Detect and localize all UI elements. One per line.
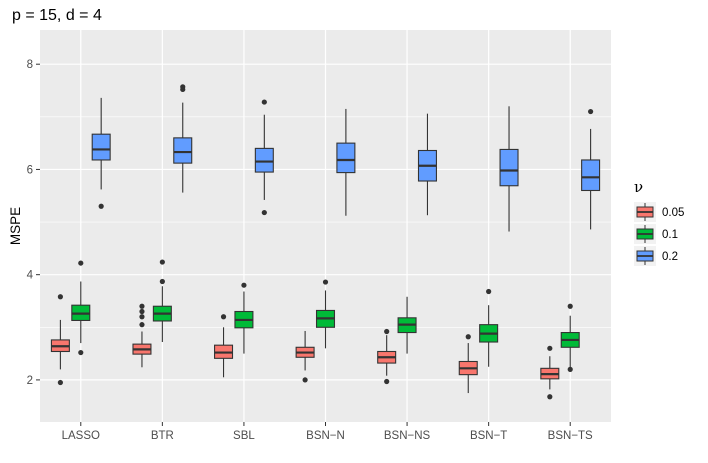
legend-key-0.1 xyxy=(634,224,656,244)
box-SBL-0.05 xyxy=(214,314,234,378)
outlier-point xyxy=(220,314,227,320)
box-BSN−T-0.2 xyxy=(499,106,519,232)
x-tick-label: BSN−TS xyxy=(548,430,593,442)
legend-label: 0.05 xyxy=(662,207,684,219)
outlier-point xyxy=(567,303,573,309)
box-BSN−N-0.1 xyxy=(315,279,336,349)
x-axis: LASSO BTR SBL BSN−N BSN−NS BSN−T BSN−TS xyxy=(62,422,593,442)
y-tick-label: 2 xyxy=(27,375,33,387)
outlier-point xyxy=(486,288,492,295)
box-BSN−N-0.2 xyxy=(336,108,356,216)
outlier-point xyxy=(547,394,553,400)
legend-key-0.05 xyxy=(634,202,656,222)
outlier-point xyxy=(241,282,247,288)
box-BSN−NS-0.1 xyxy=(397,296,417,354)
outlier-point xyxy=(261,209,267,216)
outlier-point xyxy=(139,303,145,309)
box-BTR-0.2 xyxy=(173,84,193,193)
box-BSN−T-0.1 xyxy=(479,288,499,367)
box-SBL-0.1 xyxy=(234,282,254,354)
box-iqr xyxy=(581,159,601,192)
outlier-point xyxy=(567,366,573,372)
box-BSN−T-0.05 xyxy=(458,334,478,394)
x-tick-label: BSN−T xyxy=(470,430,507,442)
outlier-point xyxy=(159,259,165,265)
y-tick-label: 8 xyxy=(27,59,33,71)
outlier-point xyxy=(139,314,145,320)
box-BSN−NS-0.05 xyxy=(377,328,397,385)
box-BSN−N-0.05 xyxy=(295,330,315,383)
legend-label: 0.2 xyxy=(662,251,678,263)
outlier-point xyxy=(302,377,308,383)
y-tick-label: 4 xyxy=(27,270,34,282)
box-LASSO-0.2 xyxy=(91,97,111,209)
chart-title: p = 15, d = 4 xyxy=(12,7,102,24)
x-tick-label: BSN−NS xyxy=(384,430,431,442)
outlier-point xyxy=(78,260,84,266)
legend-title: ν xyxy=(634,178,643,196)
legend: ν 0.05 0.1 0.2 xyxy=(634,178,684,266)
box-iqr xyxy=(254,147,274,173)
box-LASSO-0.05 xyxy=(50,294,70,386)
x-tick-label: BSN−N xyxy=(306,430,345,442)
y-tick-label: 6 xyxy=(27,164,33,176)
box-LASSO-0.1 xyxy=(71,260,91,356)
box-BTR-0.1 xyxy=(152,259,172,343)
legend-label: 0.1 xyxy=(662,229,678,241)
outlier-point xyxy=(139,322,145,328)
x-tick-label: LASSO xyxy=(62,430,100,442)
outlier-point xyxy=(384,328,390,335)
box-iqr xyxy=(91,133,111,161)
outlier-point xyxy=(261,99,267,105)
legend-key-0.2 xyxy=(634,246,656,266)
outlier-point xyxy=(547,345,553,351)
outlier-point xyxy=(78,349,84,356)
outlier-point xyxy=(384,378,390,385)
outlier-point xyxy=(180,86,186,93)
box-iqr xyxy=(336,142,356,174)
outlier-point xyxy=(139,308,145,315)
outlier-point xyxy=(588,108,594,115)
outlier-point xyxy=(159,278,165,285)
box-BSN−NS-0.2 xyxy=(417,113,437,216)
box-iqr xyxy=(499,148,519,187)
y-axis: 2 4 6 8 xyxy=(27,59,40,387)
outlier-point xyxy=(98,203,104,209)
gridlines xyxy=(40,30,611,422)
box-BSN−TS-0.2 xyxy=(581,108,601,230)
outlier-point xyxy=(322,279,329,285)
box-BSN−TS-0.05 xyxy=(540,345,560,400)
x-tick-label: BTR xyxy=(151,430,174,442)
y-axis-label: MSPE xyxy=(8,207,23,245)
box-SBL-0.2 xyxy=(254,99,274,216)
outlier-point xyxy=(57,294,63,300)
outlier-point xyxy=(465,334,471,340)
box-layer xyxy=(50,84,601,400)
box-BSN−TS-0.1 xyxy=(560,303,580,372)
x-tick-label: SBL xyxy=(233,430,255,442)
outlier-point xyxy=(57,379,63,386)
box-iqr xyxy=(173,137,193,164)
box-BTR-0.05 xyxy=(132,303,152,368)
